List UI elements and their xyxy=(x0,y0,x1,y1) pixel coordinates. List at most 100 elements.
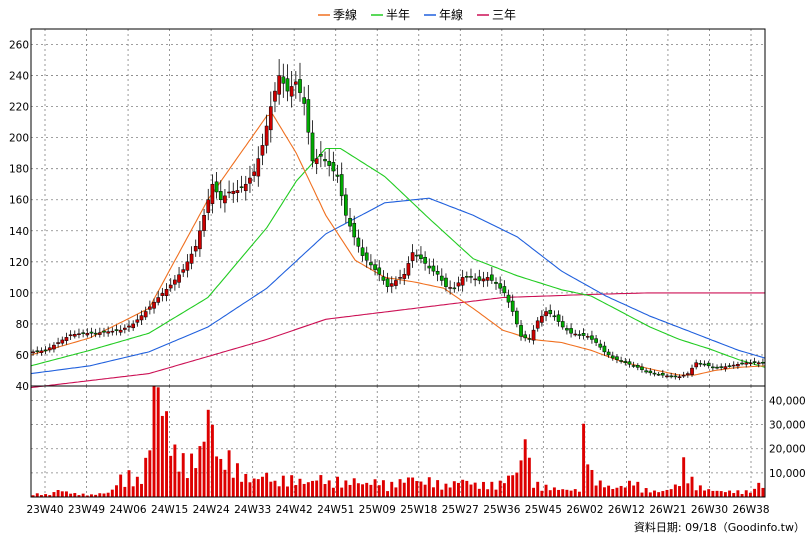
candle-body xyxy=(435,271,440,275)
volume-bar xyxy=(628,480,631,497)
candlesticks xyxy=(31,59,765,381)
candle-body xyxy=(239,186,244,188)
candle-body xyxy=(102,330,106,333)
candle-body xyxy=(502,286,507,294)
candle-body xyxy=(623,361,628,363)
volume-bar xyxy=(461,479,465,497)
volume-bar xyxy=(623,487,627,497)
candle-body xyxy=(348,218,352,227)
price-tick-label: 100 xyxy=(9,288,29,300)
volume-bar xyxy=(169,455,173,497)
volume-bar xyxy=(690,476,694,497)
x-tick-label: 24W24 xyxy=(193,504,230,516)
candle-body xyxy=(148,306,152,310)
candle-body xyxy=(706,362,711,367)
volume-bar xyxy=(444,483,448,497)
candle-body xyxy=(444,277,448,287)
candle-body xyxy=(356,237,361,247)
volume-bar xyxy=(415,481,419,497)
candle-body xyxy=(235,190,240,193)
volume-bar xyxy=(598,480,602,497)
volume-bar xyxy=(748,492,752,497)
volume-bar xyxy=(290,475,294,497)
candle-body xyxy=(594,338,598,343)
x-tick-label: 23W49 xyxy=(68,504,105,516)
candle-body xyxy=(690,367,694,375)
candle-body xyxy=(640,366,644,370)
volume-bar xyxy=(152,386,156,497)
x-tick-label: 26W38 xyxy=(732,504,769,516)
volume-bar xyxy=(156,387,160,497)
volume-bar xyxy=(419,481,423,497)
volume-bar xyxy=(673,484,677,497)
ma-year-line xyxy=(30,197,766,375)
candle-body xyxy=(560,321,565,328)
candle-body xyxy=(460,277,465,286)
price-tick-label: 120 xyxy=(9,257,29,269)
volume-bar xyxy=(173,444,177,497)
volume-bar xyxy=(761,487,765,497)
candle-body xyxy=(306,99,311,133)
volume-bar xyxy=(719,491,723,497)
volume-bar xyxy=(577,491,581,497)
volume-bar xyxy=(123,486,127,497)
candle-body xyxy=(394,280,398,286)
volume-bar xyxy=(548,490,552,497)
volume-bar xyxy=(269,481,273,497)
volume-bar xyxy=(102,493,106,497)
x-tick-label: 23W40 xyxy=(26,504,63,516)
volume-bar xyxy=(90,494,93,497)
volume-bar xyxy=(119,474,123,497)
candle-body xyxy=(319,153,323,157)
candle-body xyxy=(585,336,590,338)
candle-body xyxy=(540,315,544,323)
volume-bar xyxy=(694,490,698,497)
volume-bar xyxy=(265,472,269,497)
volume-bar xyxy=(703,490,706,497)
volume-bar xyxy=(81,493,85,497)
volume-bar xyxy=(565,489,569,497)
candle-body xyxy=(118,329,123,333)
candle-body xyxy=(85,332,90,336)
volume-bar xyxy=(177,471,181,497)
candle-body xyxy=(210,183,215,204)
volume-bar xyxy=(227,450,231,497)
volume-bar xyxy=(540,490,544,497)
candle-body xyxy=(744,362,749,365)
candle-body xyxy=(673,375,678,378)
volume-bar xyxy=(77,495,81,497)
volume-bar xyxy=(261,476,264,497)
candle-body xyxy=(135,319,140,323)
candle-body xyxy=(256,158,261,177)
data-date-footer: 資料日期: 09/18（Goodinfo.tw） xyxy=(634,520,805,534)
volume-bar xyxy=(165,411,168,497)
volume-bar xyxy=(219,458,223,497)
candle-body xyxy=(156,297,161,303)
volume-bar xyxy=(298,478,302,497)
volume-bar xyxy=(277,486,281,497)
volume-bar xyxy=(331,487,335,497)
candle-body xyxy=(168,284,173,289)
candle-body xyxy=(619,360,623,362)
volume-axis: 10,000 20,000 30,000 40,000 xyxy=(769,395,806,479)
candle-body xyxy=(748,362,753,364)
candle-body xyxy=(369,262,373,266)
volume-bar xyxy=(127,470,131,497)
candle-body xyxy=(56,342,60,344)
volume-bar xyxy=(244,473,248,497)
x-tick-label: 25W36 xyxy=(483,504,520,516)
candle-body xyxy=(481,278,486,282)
candle-body xyxy=(573,333,578,336)
volume-bar xyxy=(490,481,494,497)
candle-body xyxy=(406,263,411,276)
candle-body xyxy=(310,132,315,162)
volume-bar xyxy=(448,487,452,497)
legend-label-3: 三年 xyxy=(492,8,516,22)
volume-bar xyxy=(148,450,152,497)
x-tick-label: 24W06 xyxy=(110,504,147,516)
volume-bar xyxy=(657,492,661,497)
volume-bar xyxy=(35,493,39,497)
volume-bar xyxy=(431,487,435,497)
volume-bar xyxy=(753,488,757,497)
volume-bar xyxy=(110,489,114,497)
